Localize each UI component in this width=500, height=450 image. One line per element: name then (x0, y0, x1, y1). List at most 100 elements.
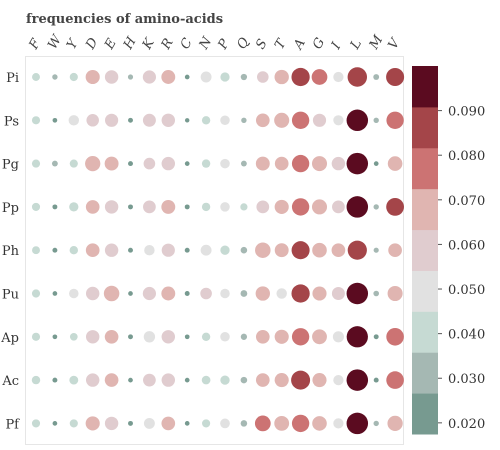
dot-Pp-L (346, 196, 369, 218)
dot-Ac-W (52, 377, 58, 383)
dot-Ph-I (331, 243, 346, 258)
dot-Ps-I (333, 115, 344, 126)
dot-Pg-N (201, 159, 211, 168)
dot-Pp-T (274, 199, 289, 214)
dot-Pu-E (103, 285, 120, 302)
column-label-A: A (291, 36, 309, 52)
dot-Ac-H (128, 377, 133, 383)
dot-Ph-Q (240, 246, 248, 254)
dot-Ph-P (220, 245, 230, 255)
dot-Pu-A (291, 284, 310, 303)
row-label-Ap: Ap (0, 331, 19, 346)
colorbar-tick-label: 0.030 (448, 372, 485, 387)
dot-Pu-I (331, 287, 345, 300)
dot-Pp-Q (240, 203, 248, 211)
dot-Pp-R (161, 199, 176, 214)
dot-Ap-D (85, 330, 100, 344)
dot-Ps-S (255, 113, 270, 128)
dot-Pp-W (52, 204, 58, 210)
dot-Pi-P (220, 72, 230, 82)
dot-Ac-S (255, 373, 270, 387)
colorbar-segment (412, 393, 438, 435)
dot-Ps-M (373, 117, 379, 123)
dot-Pp-G (311, 199, 328, 215)
dot-Pi-M (373, 74, 380, 80)
column-label-E: E (102, 36, 120, 53)
dot-Ph-L (347, 240, 367, 260)
column-label-L: L (347, 37, 365, 53)
dot-Ap-M (373, 334, 379, 340)
dot-Ap-A (291, 328, 310, 346)
dot-Pu-G (312, 286, 327, 301)
column-label-Y: Y (64, 36, 82, 52)
dot-Ap-V (386, 328, 404, 346)
dot-Pg-F (31, 159, 41, 168)
dot-Ph-K (144, 244, 155, 256)
dot-Pg-E (104, 156, 119, 171)
dot-Pg-R (161, 156, 176, 171)
column-label-V: V (386, 35, 404, 52)
dot-Ac-D (85, 373, 100, 387)
dot-Pg-Y (69, 159, 78, 168)
colorbar-tick-label: 0.070 (448, 194, 485, 209)
dot-Pu-H (128, 291, 133, 296)
dot-Pf-H (128, 420, 133, 426)
dot-Ph-V (388, 243, 402, 258)
colorbar-tick-label: 0.090 (448, 105, 485, 120)
dot-Pu-P (220, 288, 230, 299)
dot-Ap-E (104, 329, 119, 344)
colorbar-tick-label: 0.060 (448, 238, 485, 253)
dot-Pi-L (347, 67, 368, 87)
dot-Pf-P (220, 418, 230, 429)
dot-Ph-S (255, 242, 271, 258)
dot-Pg-G (311, 156, 328, 172)
dot-Ph-E (104, 243, 119, 257)
dot-Pp-K (143, 200, 156, 214)
dot-Pi-T (274, 69, 289, 85)
dot-Pg-T (274, 156, 289, 171)
dot-Pg-A (291, 154, 310, 173)
column-label-P: P (215, 37, 233, 53)
dot-Ap-K (143, 331, 156, 343)
column-label-T: T (272, 36, 290, 52)
row-label-Ps: Ps (4, 114, 19, 129)
dot-Pg-M (373, 161, 379, 166)
dot-Pf-D (85, 416, 100, 431)
dot-Pu-Q (240, 290, 248, 297)
colorbar-segment (412, 311, 438, 353)
colorbar-segment (412, 66, 438, 108)
dot-Pg-S (255, 156, 270, 171)
dot-Ps-C (184, 118, 190, 123)
dot-Pu-N (200, 287, 212, 300)
dot-Ps-E (105, 113, 119, 127)
dot-Ph-D (85, 243, 100, 258)
dot-Pg-C (184, 161, 190, 166)
row-label-Pu: Pu (2, 288, 19, 303)
dot-Pf-Y (69, 419, 78, 428)
dot-Pf-F (31, 419, 41, 428)
dot-Ap-L (346, 326, 368, 348)
column-label-S: S (253, 37, 270, 52)
column-label-G: G (310, 36, 328, 52)
row-label-Pi: Pi (6, 71, 19, 86)
dot-Pu-F (31, 289, 41, 298)
dot-Pf-C (184, 421, 190, 426)
dot-Pu-T (276, 288, 287, 299)
row-label-Ph: Ph (2, 244, 20, 259)
dot-Pp-E (104, 200, 119, 214)
colorbar-tick-label: 0.050 (448, 283, 485, 298)
dot-Ps-H (128, 117, 133, 123)
row-label-Pf: Pf (5, 417, 20, 432)
dot-Pu-C (184, 291, 190, 296)
dot-Ap-R (161, 330, 176, 344)
dot-Ap-Q (240, 333, 248, 340)
dot-Pg-Q (240, 160, 247, 167)
dot-Ps-N (201, 116, 211, 125)
column-label-W: W (45, 32, 65, 52)
column-label-H: H (120, 34, 139, 53)
dot-Pf-K (143, 417, 155, 429)
plot-frame (25, 56, 404, 445)
dot-Ap-W (52, 334, 58, 340)
dot-Pu-W (52, 291, 58, 296)
